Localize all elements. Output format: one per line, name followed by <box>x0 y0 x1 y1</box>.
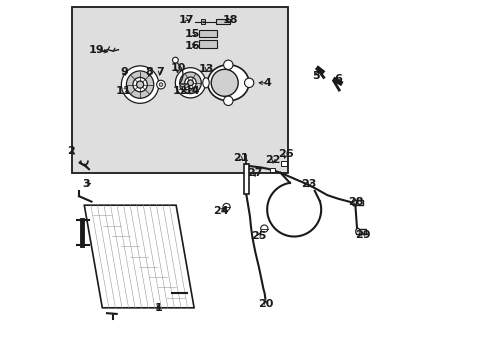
Ellipse shape <box>203 78 209 88</box>
Bar <box>72 7 287 173</box>
Text: 1: 1 <box>154 303 162 313</box>
Text: 22: 22 <box>265 155 281 165</box>
Circle shape <box>223 60 232 69</box>
Text: 18: 18 <box>222 15 237 25</box>
Text: 29: 29 <box>354 230 369 240</box>
Text: 24: 24 <box>213 206 228 216</box>
Bar <box>269 168 275 172</box>
Circle shape <box>175 68 205 98</box>
Circle shape <box>223 96 232 105</box>
Circle shape <box>223 203 230 211</box>
Bar <box>215 19 230 24</box>
Text: 3: 3 <box>82 179 90 189</box>
Circle shape <box>180 85 185 90</box>
Text: 12: 12 <box>173 86 188 96</box>
Circle shape <box>244 78 253 87</box>
Circle shape <box>179 72 201 94</box>
Text: 17: 17 <box>179 15 194 25</box>
Bar <box>281 161 286 166</box>
Text: 6: 6 <box>333 74 341 84</box>
Bar <box>199 40 216 48</box>
Text: 20: 20 <box>258 299 273 309</box>
Text: 23: 23 <box>301 179 316 189</box>
Text: 2: 2 <box>67 146 75 156</box>
Circle shape <box>159 83 163 86</box>
Text: 13: 13 <box>199 64 214 74</box>
Bar <box>352 200 362 205</box>
Circle shape <box>121 66 159 103</box>
Circle shape <box>187 80 193 86</box>
Circle shape <box>184 85 189 90</box>
Bar <box>244 164 248 194</box>
Text: 5: 5 <box>312 71 320 81</box>
Text: 9: 9 <box>120 67 127 77</box>
Text: 10: 10 <box>170 63 185 73</box>
Text: 8: 8 <box>145 67 153 77</box>
Circle shape <box>156 80 165 89</box>
Text: 14: 14 <box>184 86 200 96</box>
Bar <box>199 30 216 37</box>
Polygon shape <box>84 205 194 308</box>
Circle shape <box>260 225 267 232</box>
Circle shape <box>136 81 143 88</box>
Text: 16: 16 <box>184 41 200 51</box>
Ellipse shape <box>355 228 359 235</box>
Circle shape <box>172 57 178 63</box>
Circle shape <box>126 71 153 98</box>
Text: 7: 7 <box>156 67 163 77</box>
Circle shape <box>133 77 147 92</box>
Ellipse shape <box>211 69 238 96</box>
Text: 21: 21 <box>233 153 248 163</box>
Text: 25: 25 <box>251 231 266 241</box>
Circle shape <box>184 77 196 89</box>
Bar <box>201 19 204 24</box>
Text: 4: 4 <box>264 78 271 88</box>
Ellipse shape <box>351 199 356 206</box>
Text: 26: 26 <box>278 149 293 159</box>
Text: 15: 15 <box>184 29 200 39</box>
Text: 28: 28 <box>347 197 363 207</box>
Text: 19: 19 <box>89 45 104 55</box>
Text: 27: 27 <box>246 168 262 178</box>
Ellipse shape <box>207 65 248 101</box>
Text: 11: 11 <box>116 86 131 96</box>
Bar <box>355 229 366 234</box>
